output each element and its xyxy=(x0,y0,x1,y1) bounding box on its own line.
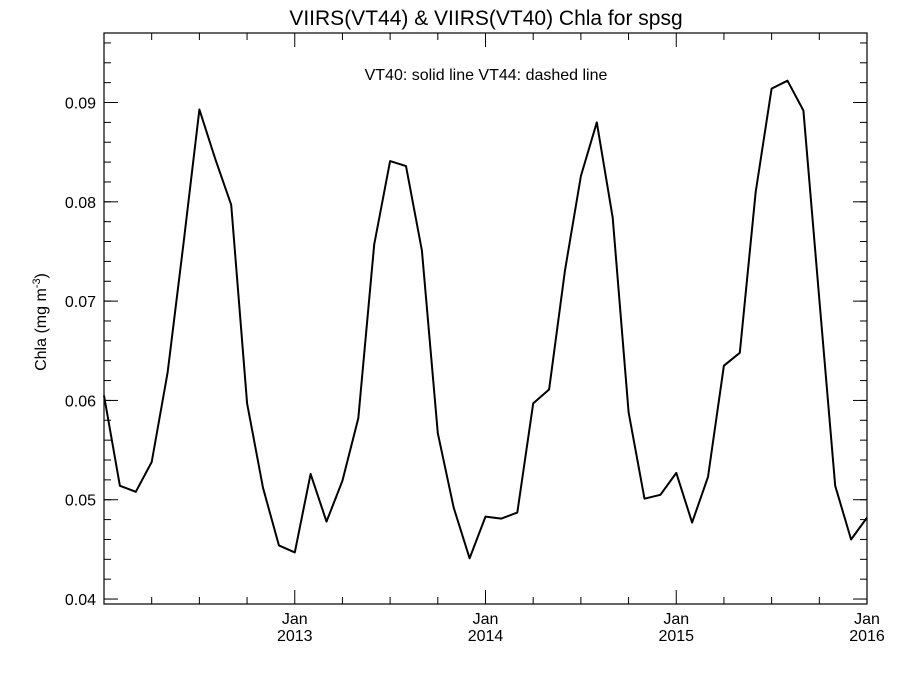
y-tick-label: 0.06 xyxy=(65,393,96,410)
y-tick-label: 0.04 xyxy=(65,592,96,609)
x-tick-label-month: Jan xyxy=(663,611,689,628)
axis-ticks xyxy=(103,33,868,604)
y-tick-label: 0.08 xyxy=(65,195,96,212)
x-tick-label-year: 2016 xyxy=(849,628,885,645)
x-tick-label-year: 2014 xyxy=(468,628,504,645)
y-tick-label: 0.09 xyxy=(65,96,96,113)
y-axis-label: Chla (mg m-3) xyxy=(31,273,50,371)
x-tick-label-month: Jan xyxy=(473,611,499,628)
x-tick-label-year: 2013 xyxy=(277,628,313,645)
x-tick-label-year: 2015 xyxy=(658,628,694,645)
x-tick-label-month: Jan xyxy=(282,611,308,628)
series-layer xyxy=(103,79,868,560)
legend-text: VT40: solid line VT44: dashed line xyxy=(365,67,608,84)
tick-labels: 0.040.050.060.070.080.09Jan2013Jan2014Ja… xyxy=(65,96,885,645)
series-line-solid xyxy=(103,79,868,560)
y-tick-label: 0.07 xyxy=(65,294,96,311)
y-axis-label-end: ) xyxy=(33,273,50,278)
plot-frame xyxy=(103,32,868,605)
x-tick-label-month: Jan xyxy=(854,611,880,628)
y-axis-label-superscript: -3 xyxy=(31,278,43,288)
chart-title: VIIRS(VT44) & VIIRS(VT40) Chla for spsg xyxy=(289,7,682,30)
y-axis-label-main: Chla (mg m xyxy=(33,288,50,371)
y-tick-label: 0.05 xyxy=(65,493,96,510)
